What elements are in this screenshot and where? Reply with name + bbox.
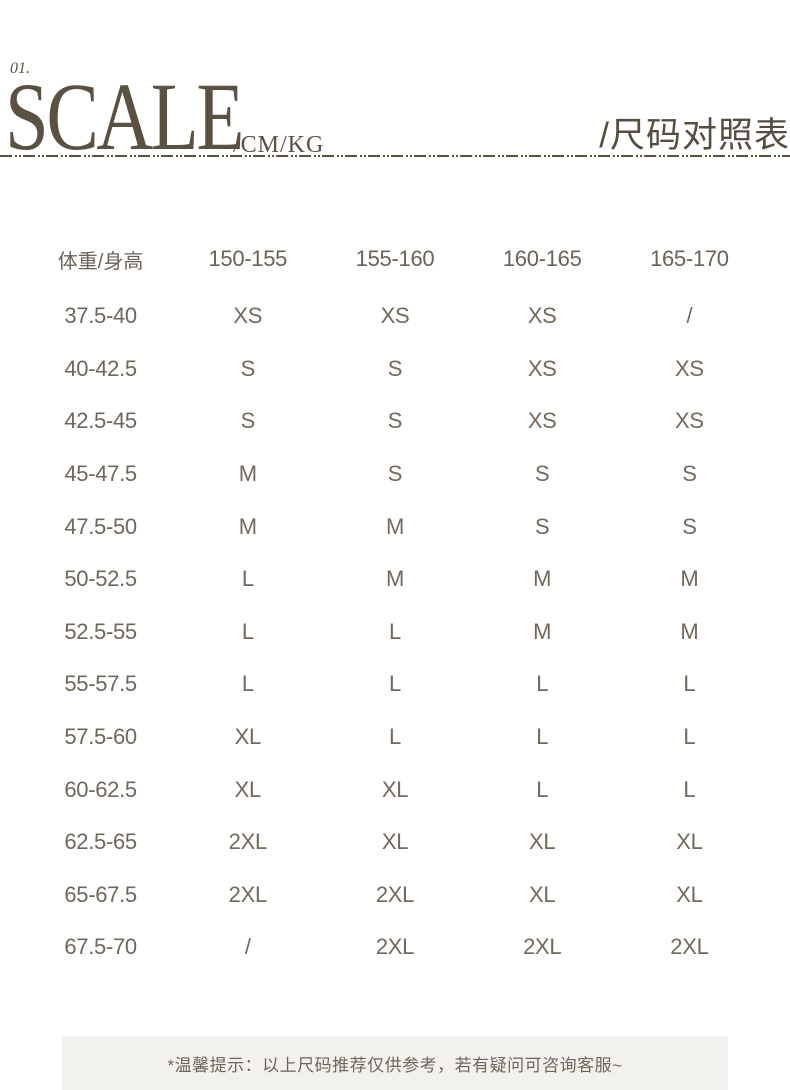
size-cell: 2XL xyxy=(375,881,415,907)
weight-range-cell: 42.5-45 xyxy=(64,408,137,434)
size-cell: XS xyxy=(380,303,410,329)
size-cell: 2XL xyxy=(670,934,709,960)
size-cell: M xyxy=(680,618,699,644)
size-cell: L xyxy=(241,618,254,644)
size-cell: 2XL xyxy=(523,934,562,960)
section-index-label: 01. xyxy=(10,60,30,77)
size-cell: L xyxy=(241,566,254,592)
size-cell: / xyxy=(686,303,693,329)
size-cell: L xyxy=(536,776,549,802)
size-cell: S xyxy=(682,461,697,487)
size-cell: L xyxy=(389,618,401,644)
weight-range-cell: 45-47.5 xyxy=(64,461,137,487)
column-header: 155-160 xyxy=(355,246,435,271)
column-header: 150-155 xyxy=(208,246,288,271)
size-cell: XL xyxy=(529,881,556,907)
size-cell: L xyxy=(389,724,401,750)
weight-range-cell: 50-52.5 xyxy=(64,566,137,592)
size-table: 体重/身高 150-155 155-160 160-165 165-170 37.5-40… xyxy=(27,228,763,974)
size-cell: M xyxy=(680,566,699,592)
size-cell: XL xyxy=(381,776,409,802)
size-cell: XS xyxy=(675,408,704,434)
column-header: 160-165 xyxy=(502,246,582,271)
size-cell: M xyxy=(533,618,552,644)
size-cell: L xyxy=(536,671,549,697)
size-cell: / xyxy=(244,934,251,960)
size-cell: S xyxy=(240,408,256,434)
size-cell: XL xyxy=(234,724,262,750)
weight-range-cell: 47.5-50 xyxy=(64,513,137,539)
footer-note-bar: *温馨提示：以上尺码推荐仅供参考，若有疑问可咨询客服~ xyxy=(62,1036,728,1090)
size-cell: XS xyxy=(527,303,557,329)
weight-range-cell: 65-67.5 xyxy=(64,881,137,907)
size-cell: L xyxy=(683,776,696,802)
weight-range-cell: 57.5-60 xyxy=(64,724,137,750)
weight-range-cell: 52.5-55 xyxy=(64,618,137,644)
weight-range-cell: 37.5-40 xyxy=(64,303,137,329)
size-cell: M xyxy=(238,513,257,539)
page-title: SCALE xyxy=(5,63,244,170)
weight-range-cell: 40-42.5 xyxy=(64,355,137,381)
size-cell: M xyxy=(533,566,552,592)
size-cell: XL xyxy=(529,829,556,855)
size-cell: XS xyxy=(233,303,263,329)
size-cell: XS xyxy=(527,355,557,381)
weight-range-cell: 67.5-70 xyxy=(64,934,137,960)
column-header-weight-height: 体重/身高 xyxy=(57,250,144,273)
weight-range-cell: 62.5-65 xyxy=(64,829,137,855)
size-cell: XS xyxy=(527,408,557,434)
size-cell: L xyxy=(536,724,549,750)
weight-range-cell: 55-57.5 xyxy=(64,671,137,697)
size-cell: S xyxy=(535,513,550,539)
size-cell: XL xyxy=(381,829,409,855)
size-cell: L xyxy=(241,671,254,697)
size-cell: 2XL xyxy=(228,829,268,855)
column-header: 165-170 xyxy=(650,246,729,271)
size-cell: M xyxy=(385,513,404,539)
size-cell: XL xyxy=(234,776,262,802)
title-unit-suffix: /CM/KG xyxy=(233,132,325,158)
size-cell: S xyxy=(387,461,403,487)
size-cell: S xyxy=(682,513,697,539)
page-title-chinese: /尺码对照表 xyxy=(599,116,790,155)
size-cell: S xyxy=(535,461,550,487)
size-cell: L xyxy=(683,671,696,697)
size-cell: XS xyxy=(675,355,704,381)
weight-range-cell: 60-62.5 xyxy=(64,776,137,802)
size-cell: L xyxy=(389,671,401,697)
footer-note-text: *温馨提示：以上尺码推荐仅供参考，若有疑问可咨询客服~ xyxy=(167,1055,623,1075)
size-cell: XL xyxy=(676,881,703,907)
size-cell: M xyxy=(385,566,404,592)
size-cell: 2XL xyxy=(375,934,415,960)
header-divider-dashed-line xyxy=(0,155,790,157)
size-cell: M xyxy=(238,461,257,487)
size-cell: S xyxy=(240,355,256,381)
size-cell: S xyxy=(387,408,403,434)
size-cell: S xyxy=(387,355,403,381)
size-cell: 2XL xyxy=(228,881,268,907)
size-cell: XL xyxy=(676,829,703,855)
size-cell: L xyxy=(683,724,696,750)
